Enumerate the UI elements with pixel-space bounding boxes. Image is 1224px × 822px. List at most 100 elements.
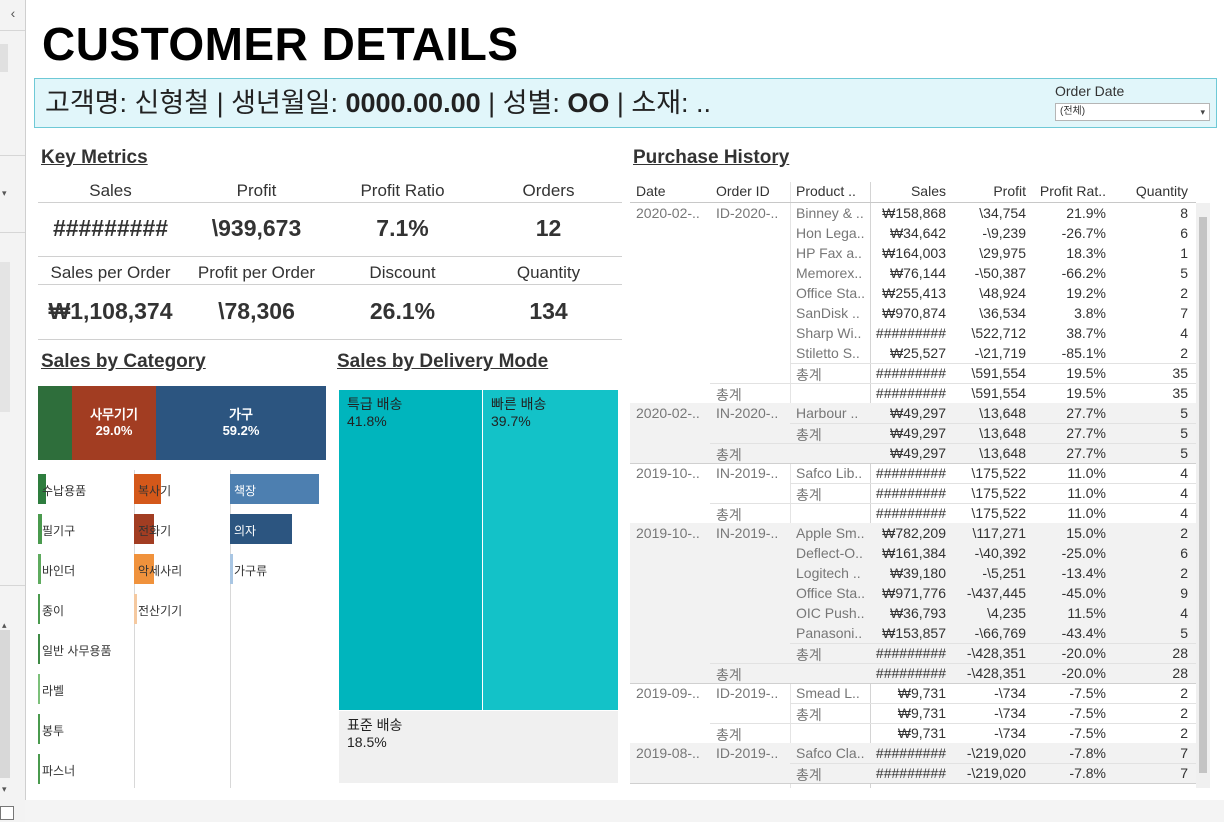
column-header[interactable]: Profit <box>993 183 1026 199</box>
subcategory-label: 필기구 <box>42 524 76 538</box>
subtotal-row[interactable]: 총계 ######### \591,554 19.5% 35 <box>630 363 1196 383</box>
subcategory-label: 전산기기 <box>138 604 183 618</box>
column-header[interactable]: Profit Rat.. <box>1039 183 1106 199</box>
delivery-mode-tile[interactable]: 특급 배송 41.8% <box>339 390 482 710</box>
table-row[interactable]: Panasoni.. ₩153,857 -\66,769 -43.4% 5 <box>630 623 1196 643</box>
table-cell: -\21,719 <box>974 345 1026 361</box>
category-segment[interactable] <box>38 386 72 460</box>
table-row[interactable]: Hon Lega.. ₩34,642 -\9,239 -26.7% 6 <box>630 223 1196 243</box>
subcategory-bar[interactable] <box>230 474 319 504</box>
table-cell: 19.2% <box>1066 285 1106 301</box>
table-row[interactable]: Harbour .. ₩49,297 \13,648 27.7% 5 <box>630 403 1196 423</box>
table-cell: ₩161,384 <box>882 545 946 561</box>
table-row[interactable]: Sharp Wi.. ######### \522,712 38.7% 4 <box>630 323 1196 343</box>
birth-label: 생년월일: <box>231 88 346 118</box>
panel-scrollbar[interactable] <box>0 262 10 412</box>
subcategory-bar[interactable] <box>38 554 41 584</box>
metric-value: ₩1,108,374 <box>48 298 173 324</box>
table-cell: -7.8% <box>1069 745 1106 761</box>
column-header[interactable]: Date <box>636 183 666 199</box>
delivery-mode-tile[interactable]: 빠른 배송 39.7% <box>483 390 618 710</box>
chevron-down-icon[interactable]: ▾ <box>2 188 7 198</box>
table-row[interactable]: Memorex.. ₩76,144 -\50,387 -66.2% 5 <box>630 263 1196 283</box>
order-date-select[interactable]: (전체) ▾ <box>1055 103 1210 121</box>
total-row[interactable]: 총계 ₩49,297 \13,648 27.7% 5 <box>630 443 1196 463</box>
table-cell: ######### <box>875 645 946 661</box>
separator: | <box>609 88 632 118</box>
column-header[interactable]: Quantity <box>1135 183 1188 199</box>
category-segment[interactable]: 사무기기 29.0% <box>72 386 156 460</box>
subcategory-bar[interactable] <box>134 594 137 624</box>
subtotal-row[interactable]: 총계 ######### -\219,020 -7.8% 7 <box>630 763 1196 783</box>
table-row[interactable]: Smead L.. ₩9,731 -\734 -7.5% 2 <box>630 683 1196 703</box>
panel-checkbox[interactable] <box>0 806 14 820</box>
birth-value: 0000.00.00 <box>345 88 481 118</box>
row-divider <box>710 383 1196 384</box>
table-row[interactable]: Apple Sm.. ₩782,209 \117,271 15.0% 2 <box>630 523 1196 543</box>
subtotal-row[interactable]: 총계 ######### \175,522 11.0% 4 <box>630 483 1196 503</box>
delivery-mode-name: 특급 배송 <box>347 396 403 412</box>
table-cell: 38.7% <box>1066 325 1106 341</box>
table-row[interactable]: Office Sta.. ₩971,776 -\437,445 -45.0% 9 <box>630 583 1196 603</box>
table-row[interactable]: Deflect-O.. ₩161,384 -\40,392 -25.0% 6 <box>630 543 1196 563</box>
category-segment[interactable]: 가구 59.2% <box>156 386 326 460</box>
subcategory-bar[interactable] <box>38 674 40 704</box>
total-row[interactable]: 총계 ₩9,731 -\734 -7.5% 2 <box>630 723 1196 743</box>
table-row[interactable]: OIC Push.. ₩36,793 \4,235 11.5% 4 <box>630 603 1196 623</box>
subcategory-bar[interactable] <box>134 474 161 504</box>
table-cell: ₩49,297 <box>889 445 946 461</box>
subcategory-bar[interactable] <box>134 514 154 544</box>
subcategory-bar[interactable] <box>38 714 40 744</box>
table-row[interactable]: SanDisk .. ₩970,874 \36,534 3.8% 7 <box>630 303 1196 323</box>
column-header[interactable]: Product .. <box>796 183 856 199</box>
total-row[interactable]: 총계 ######### -\428,351 -20.0% 28 <box>630 663 1196 683</box>
table-row[interactable]: Safco Lib.. ######### \175,522 11.0% 4 <box>630 463 1196 483</box>
table-cell: ₩34,642 <box>889 225 946 241</box>
subcategory-bar[interactable] <box>230 514 292 544</box>
table-row[interactable]: Office Sta.. ₩255,413 \48,924 19.2% 2 <box>630 283 1196 303</box>
subcategory-bar[interactable] <box>38 474 46 504</box>
panel-scrollbar-lower[interactable] <box>0 630 10 778</box>
group-band <box>630 403 1196 463</box>
purchase-history-table: Date Order ID Product .. Sales Profit Profit … <box>630 180 1196 788</box>
table-cell: 2 <box>1180 565 1188 581</box>
metric-value: ######### <box>52 215 169 241</box>
subcategory-bar[interactable] <box>38 594 40 624</box>
subcategory-bar[interactable] <box>38 634 40 664</box>
delivery-mode-tile[interactable]: 표준 배송 18.5% <box>339 711 618 783</box>
table-row[interactable]: Stiletto S.. ₩25,527 -\21,719 -85.1% 2 <box>630 343 1196 363</box>
table-row[interactable]: Binney & .. ₩158,868 \34,754 21.9% 8 <box>630 203 1196 223</box>
panel-item-highlight[interactable] <box>0 44 8 72</box>
subtotal-row[interactable]: 총계 ₩9,731 -\734 -7.5% 2 <box>630 703 1196 723</box>
category-name: 사무기기 <box>90 407 138 422</box>
table-cell: ₩255,413 <box>882 285 946 301</box>
subtotal-row[interactable]: 총계 ######### -\428,351 -20.0% 28 <box>630 643 1196 663</box>
scrollbar-thumb[interactable] <box>1199 217 1207 773</box>
subcategory-bar[interactable] <box>134 554 154 584</box>
chevron-down-icon[interactable]: ▾ <box>1200 107 1205 117</box>
gender-label: 성별: <box>502 88 568 118</box>
column-header[interactable]: Sales <box>910 183 946 199</box>
total-row[interactable]: 총계 ######### \175,522 11.0% 4 <box>630 503 1196 523</box>
table-row[interactable]: Logitech .. ₩39,180 -\5,251 -13.4% 2 <box>630 563 1196 583</box>
subcategory-bar[interactable] <box>230 554 233 584</box>
subtotal-row[interactable]: 총계 ₩49,297 \13,648 27.7% 5 <box>630 423 1196 443</box>
table-row[interactable]: Safco Cla.. ######### -\219,020 -7.8% 7 <box>630 743 1196 763</box>
column-header[interactable]: Order ID <box>716 183 770 199</box>
total-row[interactable]: 총계 ######### \591,554 19.5% 35 <box>630 383 1196 403</box>
table-row[interactable]: HP Fax a.. ₩164,003 \29,975 18.3% 1 <box>630 243 1196 263</box>
table-cell: ₩153,857 <box>882 625 946 641</box>
total-label: 총계 <box>716 387 742 403</box>
table-scrollbar[interactable] <box>1196 203 1210 788</box>
separator: | <box>480 88 503 118</box>
table-cell: 5 <box>1180 425 1188 441</box>
collapse-panel-icon[interactable]: ‹ <box>10 5 16 21</box>
subcategory-bar[interactable] <box>38 514 42 544</box>
scroll-down-icon[interactable]: ▾ <box>2 784 7 794</box>
product-name: Apple Sm.. <box>796 525 865 541</box>
table-cell: \13,648 <box>979 445 1026 461</box>
scroll-up-icon[interactable]: ▴ <box>2 620 7 630</box>
subtotal-label: 총계 <box>796 767 822 783</box>
sales-by-delivery-heading: Sales by Delivery Mode <box>337 351 549 372</box>
subcategory-bar[interactable] <box>38 754 40 784</box>
